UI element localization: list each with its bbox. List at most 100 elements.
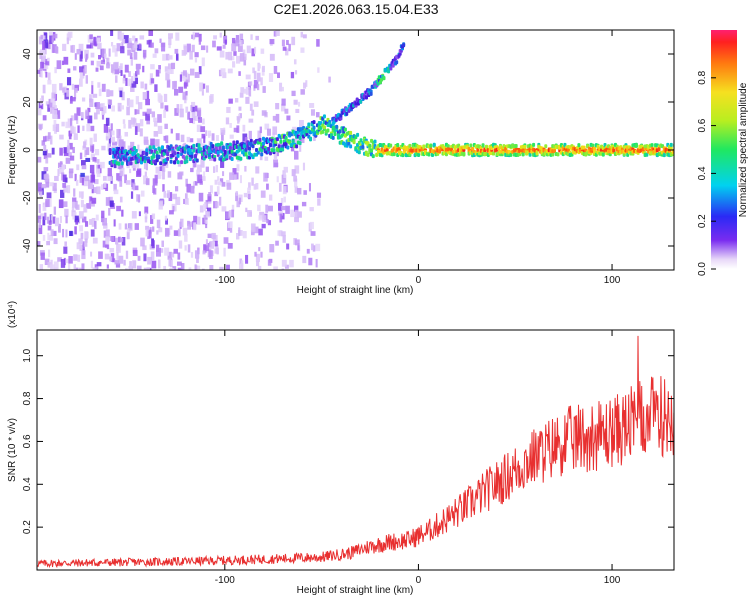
spectrogram-noise-cell <box>162 172 165 179</box>
spectrogram-trace-cell <box>220 141 224 146</box>
spectrogram-noise-cell <box>142 111 148 116</box>
spectrogram-trace-cell <box>185 159 189 164</box>
spectrogram-noise-cell <box>200 45 206 51</box>
spectrogram-noise-cell <box>328 76 331 83</box>
spectrogram-trace-cell <box>335 124 339 129</box>
spectrogram-noise-cell <box>112 45 116 53</box>
spectrogram-noise-cell <box>74 84 80 91</box>
spectrogram-noise-cell <box>45 178 50 188</box>
spectrogram-noise-cell <box>79 66 84 73</box>
spectrogram-noise-cell <box>136 265 142 270</box>
spectrogram-noise-cell <box>204 202 208 208</box>
spectrogram-noise-cell <box>87 115 93 124</box>
spectrogram-noise-cell <box>239 175 242 184</box>
spectrogram-noise-cell <box>88 181 93 190</box>
spectrogram-noise-cell <box>237 43 243 52</box>
spectrogram-noise-cell <box>291 169 296 177</box>
spectrogram-noise-cell <box>239 33 244 43</box>
spectrogram-noise-cell <box>308 257 313 266</box>
spectrogram-noise-cell <box>235 39 240 47</box>
spectrogram-noise-cell <box>232 168 237 176</box>
spectrogram-noise-cell <box>108 129 113 138</box>
spectrogram-noise-cell <box>302 162 306 171</box>
spectrogram-trace-cell <box>174 156 178 161</box>
snr-y-label: SNR (10 * v/v) <box>7 418 18 482</box>
spectrogram-noise-cell <box>249 103 253 111</box>
spectrogram-noise-cell <box>42 136 47 142</box>
spectrogram-noise-cell <box>101 145 106 151</box>
spectrogram-noise-cell <box>107 143 111 152</box>
spectrogram-trace-cell <box>192 148 196 153</box>
spectrogram-noise-cell <box>133 51 138 60</box>
spectrogram-branch-cell <box>334 117 338 122</box>
spectrogram-noise-cell <box>279 230 283 237</box>
spectrogram-noise-cell <box>57 110 61 119</box>
spectrogram-noise-cell <box>293 175 298 182</box>
spectrogram-trace-cell <box>260 152 264 157</box>
spectrogram-noise-cell <box>225 117 230 125</box>
spectrogram-trace-cell <box>326 128 330 133</box>
spectrogram-noise-cell <box>185 178 188 187</box>
spectrogram-noise-cell <box>107 173 113 182</box>
spectrogram-noise-cell <box>105 183 109 191</box>
spectrogram-noise-cell <box>117 175 123 182</box>
colorbar-ticks: 0.0 0.2 0.4 0.6 0.8 <box>697 70 716 276</box>
spectrogram-noise-cell <box>47 198 52 207</box>
spectrogram-noise-cell <box>146 108 152 115</box>
spectrogram-noise-cell <box>136 69 140 75</box>
spectrogram-trace-cell <box>373 139 377 144</box>
spectrogram-trace-cell <box>225 154 229 159</box>
spectrogram-noise-cell <box>243 56 247 66</box>
spectrogram-noise-cell <box>280 212 285 220</box>
spectrogram-noise-cell <box>121 91 125 101</box>
spectrogram-noise-cell <box>155 139 160 147</box>
spectrogram-noise-cell <box>101 184 104 190</box>
spectrogram-noise-cell <box>196 124 202 132</box>
spectrogram-noise-cell <box>126 98 130 106</box>
spectrogram-noise-cell <box>126 106 130 116</box>
spectrogram-noise-cell <box>158 65 161 74</box>
spectrogram-noise-cell <box>132 260 137 269</box>
spectrogram-noise-cell <box>169 258 173 268</box>
spectrogram-noise-cell <box>90 60 94 66</box>
spectrogram-noise-cell <box>52 109 57 119</box>
snr-plot-area <box>37 335 674 569</box>
spectrogram-noise-cell <box>207 130 212 137</box>
spectrogram-noise-cell <box>37 241 41 247</box>
spectrogram-noise-cell <box>70 115 74 121</box>
spectrogram-noise-cell <box>176 104 180 113</box>
spectrogram-noise-cell <box>37 107 42 116</box>
spectrogram-noise-cell <box>131 211 137 219</box>
spectrogram-noise-cell <box>294 205 299 212</box>
spectrogram-noise-cell <box>269 244 275 253</box>
spectrogram-noise-cell <box>45 61 50 66</box>
spectrogram-noise-cell <box>212 40 216 48</box>
spectrogram-noise-cell <box>257 204 261 212</box>
spectrogram-noise-cell <box>51 36 54 43</box>
spectrogram-noise-cell <box>222 72 227 79</box>
spectrogram-noise-cell <box>150 143 154 152</box>
spectrogram-noise-cell <box>255 166 260 174</box>
spectrogram-noise-cell <box>228 51 233 61</box>
spectrogram-noise-cell <box>90 40 94 49</box>
spectrogram-noise-cell <box>196 169 200 177</box>
spectrogram-noise-cell <box>280 205 286 211</box>
spectrogram-noise-cell <box>239 258 243 265</box>
spectrogram-noise-cell <box>130 191 134 199</box>
spectrogram-noise-cell <box>37 182 42 192</box>
spectrogram-trace-cell <box>417 153 421 158</box>
spectrogram-noise-cell <box>150 138 155 146</box>
spectrogram-noise-cell <box>43 202 46 210</box>
spectrogram-noise-cell <box>57 162 63 169</box>
spectrogram-noise-cell <box>162 184 165 192</box>
spectrogram-noise-cell <box>68 130 73 137</box>
spectrogram-noise-cell <box>235 35 240 43</box>
colorbar-tick-label: 0.4 <box>697 166 708 180</box>
spectrogram-noise-cell <box>151 240 155 249</box>
spectrogram-noise-cell <box>94 220 97 230</box>
spectrogram-noise-cell <box>206 45 209 53</box>
spectrogram-noise-cell <box>256 261 260 267</box>
spectrogram-noise-cell <box>297 211 302 218</box>
spectrogram-noise-cell <box>45 157 49 164</box>
spectrogram-noise-cell <box>186 136 191 143</box>
